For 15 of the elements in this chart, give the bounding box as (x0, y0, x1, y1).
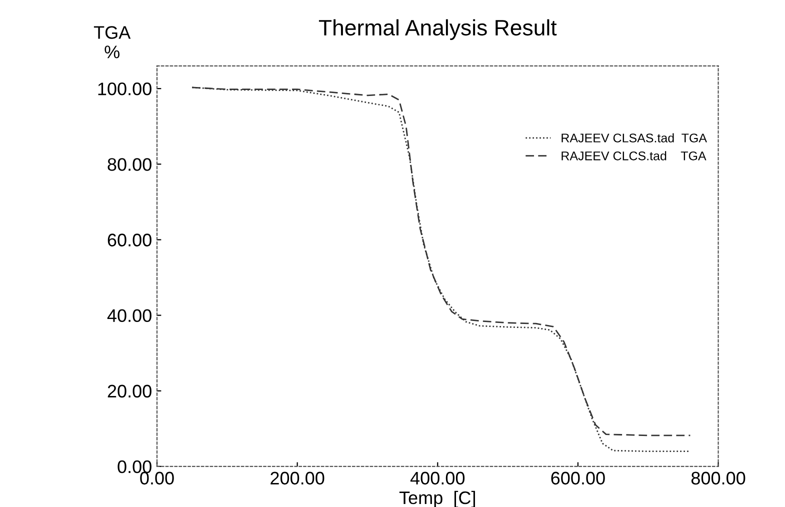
chart-title: Thermal Analysis Result (318, 19, 557, 40)
y-axis-title: TGA % (94, 26, 131, 58)
y-tick-label: 80.00 (108, 158, 152, 171)
x-tick-label: 200.00 (270, 472, 324, 485)
y-tick-label: 20.00 (108, 384, 152, 398)
x-tick-label: 800.00 (691, 472, 746, 485)
y-tick-label: 60.00 (108, 234, 152, 246)
legend-label: RAJEEV CLSAS.tad TGA (562, 133, 707, 142)
x-tick-label: 400.00 (410, 472, 465, 485)
y-tick-label: 40.00 (107, 309, 152, 322)
y-tick-label: 100.00 (98, 82, 152, 96)
legend-label: RAJEEV CLCS.tad TGA (562, 151, 706, 160)
x-tick-label: 600.00 (551, 472, 605, 485)
y-tick-label: 0.00 (118, 460, 152, 474)
x-tick-label: 0.00 (140, 472, 174, 485)
